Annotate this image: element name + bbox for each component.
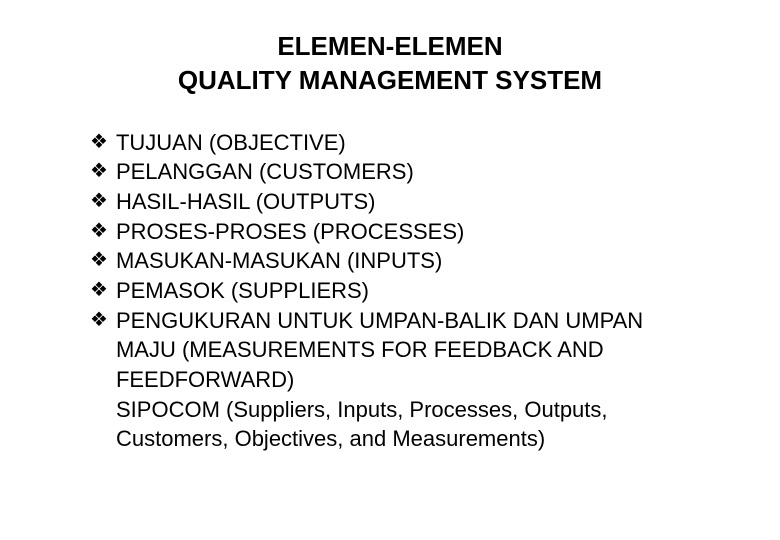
slide-title: ELEMEN-ELEMEN QUALITY MANAGEMENT SYSTEM — [50, 30, 730, 98]
diamond-bullet-icon: ❖ — [90, 217, 108, 245]
list-item-text: MASUKAN-MASUKAN (INPUTS) — [116, 246, 690, 276]
list-item-text: HASIL-HASIL (OUTPUTS) — [116, 187, 690, 217]
list-item: ❖ PROSES-PROSES (PROCESSES) — [90, 217, 690, 247]
bullet-list: ❖ TUJUAN (OBJECTIVE) ❖ PELANGGAN (CUSTOM… — [50, 128, 730, 455]
list-item-text: PROSES-PROSES (PROCESSES) — [116, 217, 690, 247]
diamond-bullet-icon: ❖ — [90, 187, 108, 215]
diamond-bullet-icon: ❖ — [90, 306, 108, 334]
list-item: ❖ PENGUKURAN UNTUK UMPAN-BALIK DAN UMPAN… — [90, 306, 690, 395]
list-item: ❖ PEMASOK (SUPPLIERS) — [90, 276, 690, 306]
title-line-2: QUALITY MANAGEMENT SYSTEM — [178, 65, 602, 95]
list-item: ❖ MASUKAN-MASUKAN (INPUTS) — [90, 246, 690, 276]
list-item-text: PELANGGAN (CUSTOMERS) — [116, 157, 690, 187]
list-item-text: PENGUKURAN UNTUK UMPAN-BALIK DAN UMPAN M… — [116, 306, 690, 395]
list-item: ❖ HASIL-HASIL (OUTPUTS) — [90, 187, 690, 217]
diamond-bullet-icon: ❖ — [90, 246, 108, 274]
diamond-bullet-icon: ❖ — [90, 157, 108, 185]
list-item: ❖ PELANGGAN (CUSTOMERS) — [90, 157, 690, 187]
list-item-text: PEMASOK (SUPPLIERS) — [116, 276, 690, 306]
list-item-text: TUJUAN (OBJECTIVE) — [116, 128, 690, 158]
continuation-text: SIPOCOM (Suppliers, Inputs, Processes, O… — [90, 395, 690, 454]
title-line-1: ELEMEN-ELEMEN — [277, 31, 502, 61]
diamond-bullet-icon: ❖ — [90, 276, 108, 304]
list-item: ❖ TUJUAN (OBJECTIVE) — [90, 128, 690, 158]
diamond-bullet-icon: ❖ — [90, 128, 108, 156]
